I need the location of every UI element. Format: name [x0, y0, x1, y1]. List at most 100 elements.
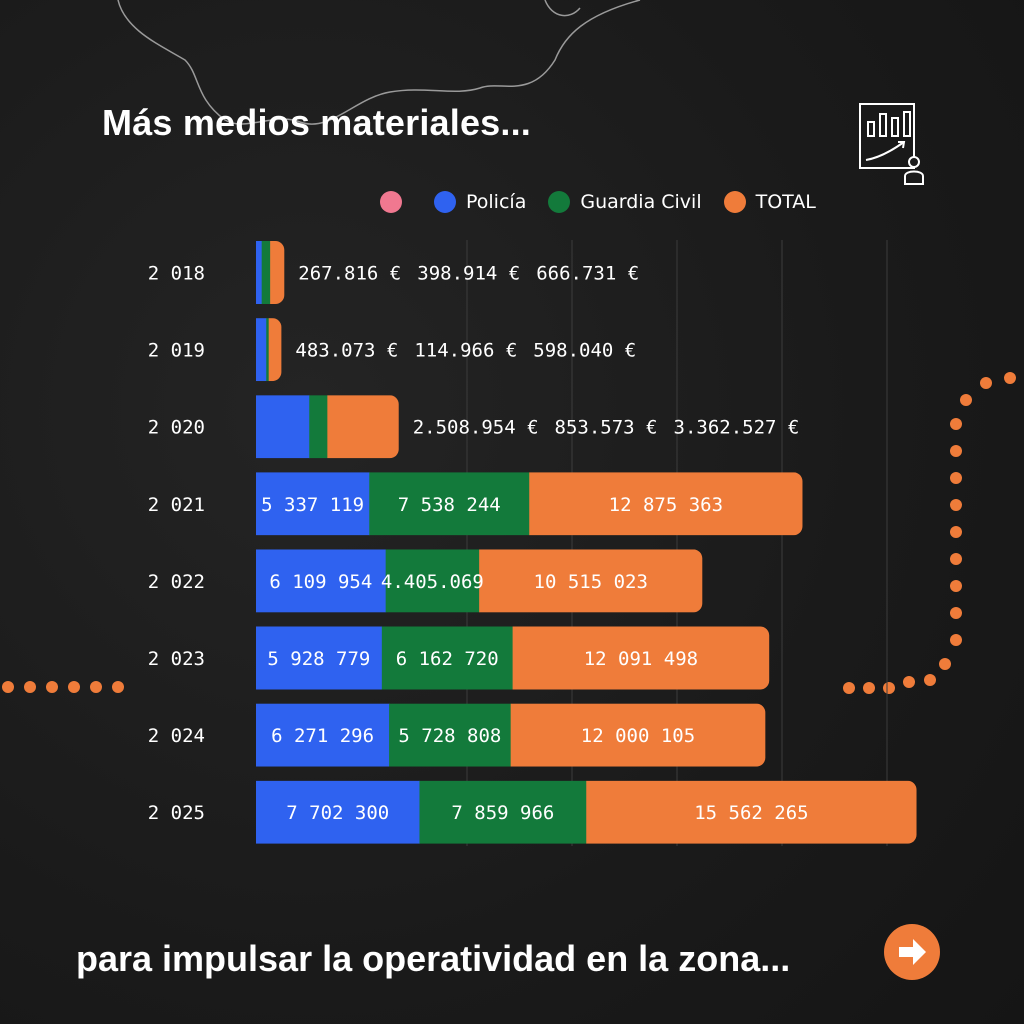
data-label: 6 271 296: [271, 725, 374, 747]
footer-caption: para impulsar la operatividad en la zona…: [76, 938, 791, 979]
data-labels: 267.816 € 398.914 € 666.731 € 483.073 € 114.…: [261, 263, 808, 825]
decor-dot: [950, 553, 962, 565]
decor-dot: [68, 681, 80, 693]
decor-dot: [2, 681, 14, 693]
bar-segment: [256, 472, 370, 536]
y-tick-label: 2 018: [148, 263, 205, 285]
decor-dot: [843, 682, 855, 694]
bar-segment: [256, 241, 263, 304]
data-label: 398.914 €: [417, 263, 520, 285]
decor-dot: [950, 418, 962, 430]
bar-row: [256, 703, 766, 767]
y-tick-labels: 2 018 2 019 2 020 2 021 2 022 2 023 2 024 2 025: [148, 263, 205, 825]
data-label: 12 091 498: [584, 648, 698, 670]
decor-dot: [883, 682, 895, 694]
data-label: 3.362.527 €: [674, 417, 800, 439]
bar-segment: [256, 626, 383, 690]
decor-dot: [90, 681, 102, 693]
decor-dot: [924, 674, 936, 686]
decor-dot: [24, 681, 36, 693]
decor-dot: [980, 377, 992, 389]
decor-dot: [112, 681, 124, 693]
next-button[interactable]: [884, 924, 940, 980]
data-label: 15 562 265: [694, 802, 808, 824]
data-label: 853.573 €: [555, 417, 658, 439]
bar-segment: [309, 395, 328, 459]
page-title: Más medios materiales...: [102, 102, 531, 143]
legend-item-pink: [380, 191, 412, 213]
legend-label: Guardia Civil: [580, 191, 702, 213]
dotted-path: [2, 372, 1016, 694]
legend-label: Policía: [466, 191, 527, 213]
legend-item-total: TOTAL: [723, 191, 816, 213]
bar-segment: [510, 703, 766, 767]
bar-segment: [266, 318, 270, 382]
y-tick-label: 2 019: [148, 340, 205, 362]
y-tick-label: 2 021: [148, 494, 205, 516]
bar-segment: [256, 549, 387, 613]
bar-segment: [586, 780, 917, 844]
data-label: 7 538 244: [398, 494, 501, 516]
bar-segment: [389, 703, 512, 767]
data-label: 5 928 779: [267, 648, 370, 670]
decor-dot: [960, 394, 972, 406]
decor-dot: [950, 607, 962, 619]
data-label: 114.966 €: [414, 340, 517, 362]
bar-row: [256, 780, 917, 844]
data-label: 5 728 808: [398, 725, 501, 747]
y-tick-label: 2 022: [148, 571, 205, 593]
y-tick-label: 2 024: [148, 725, 205, 747]
arrow-right-icon: [899, 939, 926, 965]
bar-group: [256, 241, 917, 844]
data-label: 2.508.954 €: [413, 417, 539, 439]
data-label: 12 000 105: [581, 725, 695, 747]
bar-segment: [268, 318, 282, 382]
data-label: 12 875 363: [609, 494, 723, 516]
decor-dot: [950, 499, 962, 511]
decor-dot: [950, 526, 962, 538]
data-label: 483.073 €: [295, 340, 398, 362]
bar-row: [256, 549, 703, 613]
bar-segment: [512, 626, 770, 690]
bar-segment: [419, 780, 587, 844]
legend-swatch: [380, 191, 402, 213]
bar-segment: [256, 318, 267, 382]
bar-segment: [381, 626, 514, 690]
bar-segment: [261, 241, 271, 304]
legend-item-policia: Policía: [434, 191, 526, 213]
bar-segment: [479, 549, 703, 613]
bar-row: [256, 626, 770, 690]
legend-label: TOTAL: [755, 191, 816, 213]
bar-row: [256, 472, 803, 536]
map-outline-branch: [544, 0, 581, 17]
data-label: 7 859 966: [451, 802, 554, 824]
bar-segment: [256, 780, 420, 844]
y-tick-label: 2 023: [148, 648, 205, 670]
decor-dot: [46, 681, 58, 693]
decor-dot: [950, 472, 962, 484]
y-tick-label: 2 025: [148, 802, 205, 824]
decor-dot: [950, 634, 962, 646]
bar-segment: [256, 703, 390, 767]
data-label: 4.405.069: [381, 571, 484, 593]
data-label: 598.040 €: [533, 340, 636, 362]
decor-dot: [950, 445, 962, 457]
bar-row: [256, 395, 399, 459]
data-label: 10 515 023: [534, 571, 648, 593]
chart-legend: Policía Guardia Civil TOTAL: [380, 190, 838, 214]
decor-dot: [903, 676, 915, 688]
bar-segment: [385, 549, 480, 613]
data-label: 6 162 720: [396, 648, 499, 670]
bar-segment: [270, 241, 285, 304]
data-label: 5 337 119: [261, 494, 364, 516]
legend-swatch: [723, 191, 746, 213]
bar-row: [256, 318, 282, 382]
legend-swatch: [548, 191, 571, 213]
map-outline: [117, 0, 641, 125]
legend-item-guardia-civil: Guardia Civil: [548, 191, 702, 213]
decor-dot: [950, 580, 962, 592]
decor-dot: [939, 658, 951, 670]
